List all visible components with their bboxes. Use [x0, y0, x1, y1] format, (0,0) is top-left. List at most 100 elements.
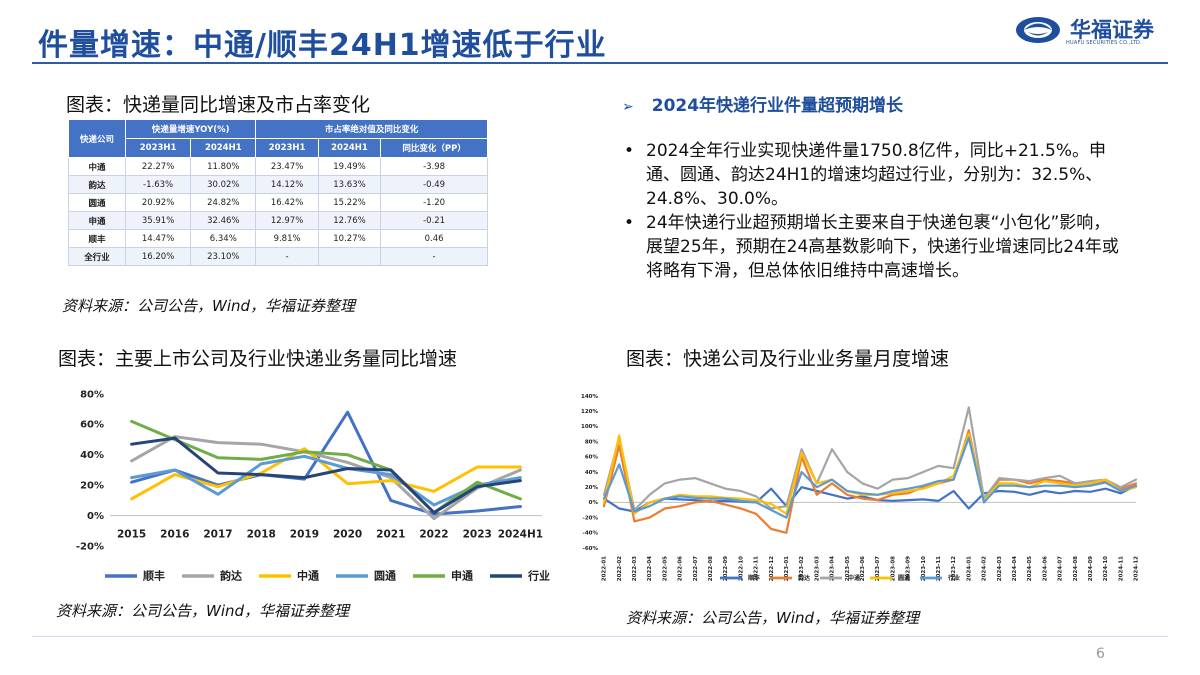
x-tick-label: 2024-11 — [1118, 556, 1124, 581]
col-company-header: 快递公司 — [68, 119, 126, 158]
y-tick-label: -60% — [583, 546, 599, 552]
y-tick-label: 40% — [80, 450, 104, 461]
sub-header: 2024H1 — [190, 138, 257, 158]
x-tick-label: 2018 — [247, 529, 276, 541]
company-cell: 顺丰 — [68, 229, 126, 248]
table-cell: - — [380, 247, 488, 266]
x-tick-label: 2024-03 — [997, 556, 1003, 581]
x-tick-label: 2022-02 — [617, 556, 623, 581]
x-tick-label: 2022-11 — [754, 556, 760, 581]
page-title: 件量增速：中通/顺丰24H1增速低于行业 — [38, 28, 607, 63]
table-cell: -3.98 — [380, 157, 488, 176]
y-tick-label: -20% — [76, 541, 104, 552]
table-source: 资料来源：公司公告，Wind，华福证券整理 — [62, 297, 356, 315]
bullet-item: • 2024全年行业实现快递件量1750.8亿件，同比+21.5%。申通、圆通、… — [622, 139, 1122, 211]
table-cell: -0.21 — [380, 211, 488, 230]
x-tick-label: 2023-08 — [890, 556, 896, 581]
x-tick-label: 2022-05 — [662, 556, 668, 581]
x-tick-label: 2019 — [290, 529, 319, 541]
x-tick-label: 2023-01 — [784, 556, 790, 581]
legend-label: 顺丰 — [748, 574, 760, 582]
title-divider — [32, 62, 1168, 64]
series-line — [602, 432, 1138, 515]
table-cell: 35.91% — [124, 211, 192, 230]
bullet-text: 2024全年行业实现快递件量1750.8亿件，同比+21.5%。申通、圆通、韵达… — [646, 141, 1106, 209]
bullet-heading-text: 2024年快递行业件量超预期增长 — [651, 96, 904, 116]
legend-label: 顺丰 — [143, 569, 165, 583]
x-tick-label: 2021 — [376, 529, 405, 541]
chart2-source: 资料来源：公司公告，Wind，华福证券整理 — [626, 609, 920, 627]
series-line — [130, 454, 522, 507]
table-cell: 9.81% — [255, 229, 319, 248]
table-cell: -0.49 — [380, 175, 488, 194]
series-line — [130, 410, 522, 516]
chart2-monthly-yoy: -60% -40% -20% 0% 20% 40% 60% 80% 100% 120% 140% 20… — [581, 394, 1140, 582]
x-tick-label: 2022-12 — [769, 556, 775, 581]
bullet-item: • 24年快递行业超预期增长主要来自于快递包裹“小包化”影响，展望25年，预期在… — [622, 211, 1122, 283]
company-cell: 中通 — [68, 157, 126, 176]
x-tick-label: 2022-10 — [738, 556, 744, 581]
series-line — [602, 484, 1138, 513]
x-tick-label: 2023-06 — [860, 556, 866, 581]
x-tick-label: 2023-10 — [921, 556, 927, 581]
series-line — [602, 406, 1138, 512]
series-line — [130, 419, 522, 515]
x-tick-label: 2022-08 — [708, 556, 714, 581]
table-row: 全行业 16.20% 23.10% - - — [68, 247, 488, 266]
x-tick-label: 2023-07 — [875, 556, 881, 581]
table-cell: 12.76% — [317, 211, 382, 230]
x-tick-label: 2020 — [333, 529, 362, 541]
sub-header: 2023H1 — [255, 138, 319, 158]
bullet-dot: • — [624, 213, 635, 233]
table-cell: 19.49% — [317, 157, 382, 176]
legend-label: 韵达 — [798, 574, 810, 582]
x-tick-label: 2022-09 — [723, 556, 729, 581]
legend-label: 中通 — [297, 569, 319, 583]
series-line — [130, 436, 522, 515]
table-cell: 14.12% — [255, 175, 319, 194]
table-row: 申通 35.91% 32.46% 12.97% 12.76% -0.21 — [68, 211, 488, 230]
series-line — [130, 435, 522, 521]
bullet-text: 24年快递行业超预期增长主要来自于快递包裹“小包化”影响，展望25年，预期在24… — [646, 213, 1119, 281]
legend-label: 中通 — [848, 574, 860, 582]
table-row: 韵达 -1.63% 30.02% 14.12% 13.63% -0.49 — [68, 175, 488, 194]
logo-name: 华福证券 — [1070, 18, 1154, 42]
legend-label: 行业 — [947, 574, 960, 582]
bullet-list: • 2024全年行业实现快递件量1750.8亿件，同比+21.5%。申通、圆通、… — [622, 139, 1122, 283]
y-tick-label: 0% — [589, 500, 599, 506]
table-row: 圆通 20.92% 24.82% 16.42% 15.22% -1.20 — [68, 193, 488, 212]
sub-header: 2023H1 — [124, 138, 192, 158]
company-cell: 圆通 — [68, 193, 126, 212]
table-cell: 6.34% — [190, 229, 257, 248]
x-tick-label: 2023-02 — [799, 556, 805, 581]
logo-subtitle: HUAFU SECURITIES CO.,LTD. — [1066, 40, 1142, 46]
company-cell: 韵达 — [68, 175, 126, 194]
table-cell: -1.63% — [124, 175, 192, 194]
sub-header: 同比变化（PP） — [380, 138, 488, 158]
x-tick-label: 2024-02 — [982, 556, 988, 581]
table-cell: 32.46% — [190, 211, 257, 230]
sub-header: 2024H1 — [317, 138, 382, 158]
x-tick-label: 2022-03 — [632, 556, 638, 581]
y-tick-label: -20% — [583, 515, 599, 521]
series-line — [602, 429, 1138, 534]
table-cell: 20.92% — [124, 193, 192, 212]
table-cell: 23.10% — [190, 247, 257, 266]
table-cell: 0.46 — [380, 229, 488, 248]
x-tick-label: 2023-11 — [936, 556, 942, 581]
chart1-caption: 图表：主要上市公司及行业快递业务量同比增速 — [58, 348, 458, 370]
x-tick-label: 2024-09 — [1088, 556, 1094, 581]
y-tick-label: 100% — [581, 424, 598, 430]
bullet-dot: • — [624, 141, 635, 161]
table-cell: 16.20% — [124, 247, 192, 266]
table-cell: 13.63% — [317, 175, 382, 194]
x-tick-label: 2023 — [463, 529, 492, 541]
table-row: 中通 22.27% 11.80% 23.47% 19.49% -3.98 — [68, 157, 488, 176]
x-tick-label: 2023-03 — [814, 556, 820, 581]
table-row: 顺丰 14.47% 6.34% 9.81% 10.27% 0.46 — [68, 229, 488, 248]
y-tick-label: 60% — [585, 455, 599, 461]
x-tick-label: 2024-12 — [1134, 556, 1140, 581]
y-tick-label: 0% — [87, 511, 104, 522]
table-cell: 16.42% — [255, 193, 319, 212]
x-tick-label: 2024-10 — [1103, 556, 1109, 581]
